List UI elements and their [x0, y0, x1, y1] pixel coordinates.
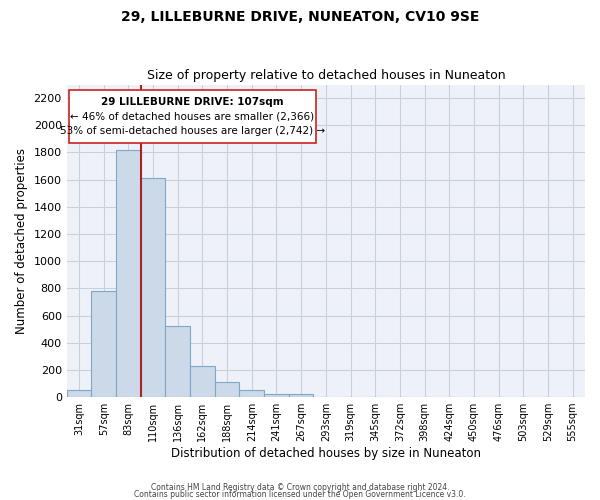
Bar — [67, 390, 91, 397]
FancyBboxPatch shape — [69, 90, 316, 143]
Bar — [239, 390, 264, 397]
Y-axis label: Number of detached properties: Number of detached properties — [15, 148, 28, 334]
Bar — [166, 326, 190, 397]
Bar — [190, 366, 215, 397]
Bar — [116, 150, 141, 397]
Bar — [215, 382, 239, 397]
Text: 29, LILLEBURNE DRIVE, NUNEATON, CV10 9SE: 29, LILLEBURNE DRIVE, NUNEATON, CV10 9SE — [121, 10, 479, 24]
Text: 53% of semi-detached houses are larger (2,742) →: 53% of semi-detached houses are larger (… — [60, 126, 325, 136]
Bar — [141, 178, 166, 397]
X-axis label: Distribution of detached houses by size in Nuneaton: Distribution of detached houses by size … — [171, 447, 481, 460]
Bar — [264, 394, 289, 397]
Title: Size of property relative to detached houses in Nuneaton: Size of property relative to detached ho… — [146, 69, 505, 82]
Text: ← 46% of detached houses are smaller (2,366): ← 46% of detached houses are smaller (2,… — [70, 112, 314, 122]
Text: Contains public sector information licensed under the Open Government Licence v3: Contains public sector information licen… — [134, 490, 466, 499]
Bar — [91, 291, 116, 397]
Text: 29 LILLEBURNE DRIVE: 107sqm: 29 LILLEBURNE DRIVE: 107sqm — [101, 96, 284, 106]
Text: Contains HM Land Registry data © Crown copyright and database right 2024.: Contains HM Land Registry data © Crown c… — [151, 484, 449, 492]
Bar — [289, 394, 313, 397]
